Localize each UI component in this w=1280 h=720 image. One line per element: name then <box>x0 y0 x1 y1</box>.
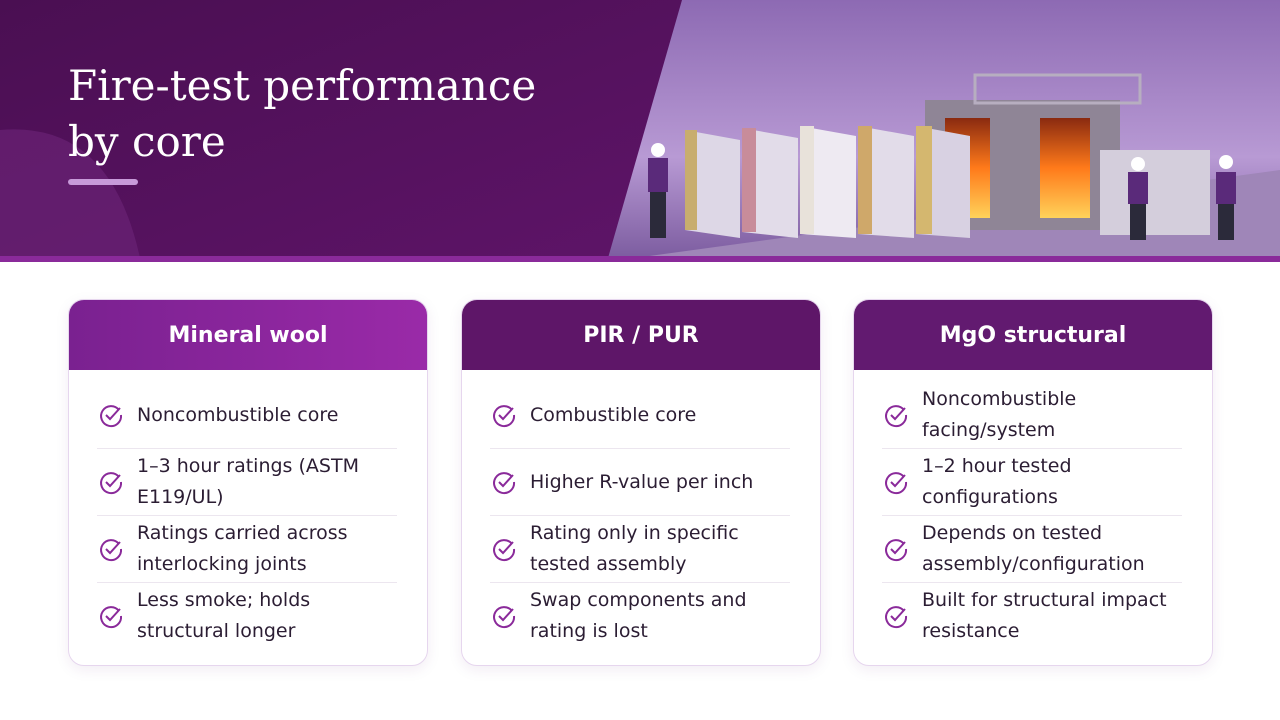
list-item: Rating only in specific tested assembly <box>490 516 790 583</box>
card: PIR / PUR Combustible core Higher R-value … <box>461 299 821 666</box>
title-rule <box>68 179 138 185</box>
list-item: Built for structural impact resistance <box>882 583 1182 649</box>
list-item: Noncombustible core <box>97 382 397 449</box>
list-item: Less smoke; holds structural longer <box>97 583 397 649</box>
check-mark <box>498 541 514 555</box>
check-icon <box>493 606 516 629</box>
title-panel <box>0 0 682 258</box>
card-title: PIR / PUR <box>462 300 820 370</box>
card: MgO structural Noncombustible facing/syst… <box>853 299 1213 666</box>
item-text: Swap components and rating is lost <box>530 589 747 642</box>
list-item: 1–2 hour tested configurations <box>882 449 1182 516</box>
list-item: Noncombustible facing/system <box>882 382 1182 449</box>
panels <box>685 126 1210 238</box>
check-circle <box>885 539 908 562</box>
check-circle <box>493 539 516 562</box>
check-circle <box>100 472 123 495</box>
card: Mineral wool Noncombustible core 1–3 hour … <box>68 299 428 666</box>
check-circle <box>885 405 908 428</box>
item-text: Rating only in specific tested assembly <box>530 522 739 575</box>
slide-title: Fire-test performance by core <box>68 61 537 166</box>
check-mark <box>498 407 514 421</box>
check-mark <box>105 407 121 421</box>
check-mark <box>890 608 906 622</box>
item-text: Combustible core <box>530 403 697 426</box>
hero-banner <box>0 0 1280 262</box>
item-text: Noncombustible facing/system <box>922 388 1077 441</box>
check-icon <box>493 472 516 495</box>
check-circle <box>493 405 516 428</box>
item-text: 1–2 hour tested configurations <box>922 455 1072 508</box>
item-list: Noncombustible facing/system 1–2 hour tes… <box>854 370 1212 649</box>
check-mark <box>105 474 121 488</box>
decor-circle <box>0 129 140 258</box>
check-mark <box>890 407 906 421</box>
workers <box>648 143 1236 240</box>
card-title: MgO structural <box>854 300 1212 370</box>
list-item: Swap components and rating is lost <box>490 583 790 649</box>
check-icon <box>100 606 123 629</box>
list-item: Combustible core <box>490 382 790 449</box>
list-item: 1–3 hour ratings (ASTM E119/UL) <box>97 449 397 516</box>
check-circle <box>100 606 123 629</box>
check-icon <box>885 606 908 629</box>
list-item: Higher R-value per inch <box>490 449 790 516</box>
check-icon <box>493 405 516 428</box>
item-text: Ratings carried across interlocking join… <box>137 522 348 575</box>
check-mark <box>890 474 906 488</box>
item-text: Less smoke; holds structural longer <box>137 589 311 642</box>
check-icon <box>493 539 516 562</box>
check-icon <box>885 539 908 562</box>
item-text: Depends on tested assembly/configuration <box>922 522 1145 575</box>
item-text: Noncombustible core <box>137 403 339 426</box>
check-mark <box>498 474 514 488</box>
hero-stripe <box>0 256 1280 262</box>
check-circle <box>885 606 908 629</box>
card-title: Mineral wool <box>69 300 427 370</box>
check-circle <box>100 405 123 428</box>
item-list: Noncombustible core 1–3 hour ratings (AST… <box>69 370 427 649</box>
check-icon <box>885 472 908 495</box>
item-text: Higher R-value per inch <box>530 470 754 493</box>
item-text: Built for structural impact resistance <box>922 589 1167 642</box>
list-item: Ratings carried across interlocking join… <box>97 516 397 583</box>
item-list: Combustible core Higher R-value per inch R… <box>462 370 820 649</box>
check-mark <box>498 608 514 622</box>
check-icon <box>100 539 123 562</box>
check-circle <box>493 472 516 495</box>
check-circle <box>885 472 908 495</box>
check-icon <box>100 472 123 495</box>
check-mark <box>890 541 906 555</box>
check-icon <box>100 405 123 428</box>
check-circle <box>100 539 123 562</box>
check-circle <box>493 606 516 629</box>
check-mark <box>105 541 121 555</box>
item-text: 1–3 hour ratings (ASTM E119/UL) <box>137 455 359 508</box>
check-mark <box>105 608 121 622</box>
check-icon <box>885 405 908 428</box>
list-item: Depends on tested assembly/configuration <box>882 516 1182 583</box>
